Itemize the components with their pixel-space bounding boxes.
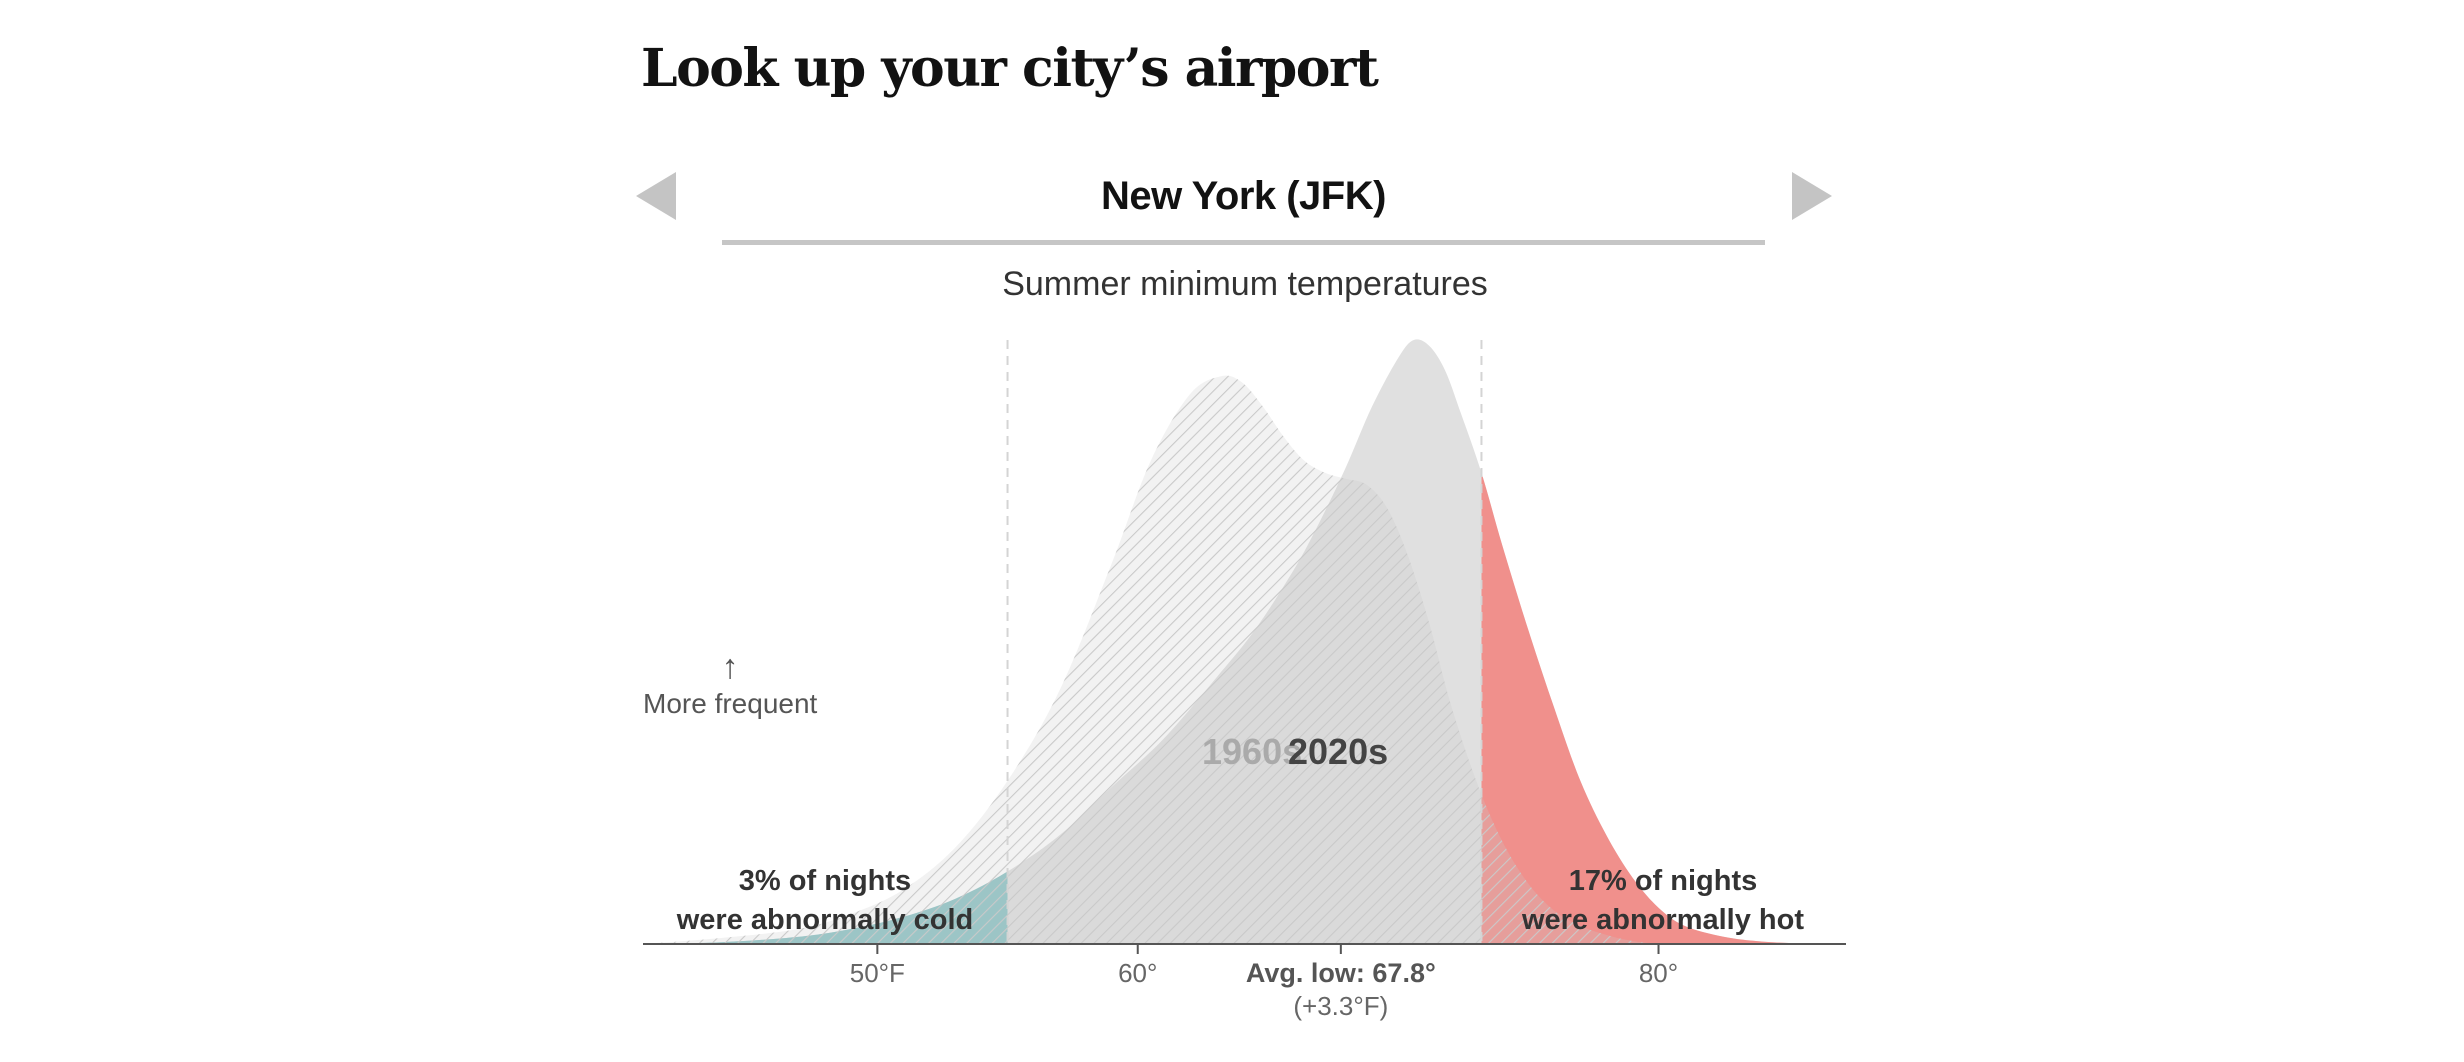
next-city-button[interactable]	[1792, 172, 1832, 220]
series-label-2020s: 2020s	[1288, 731, 1388, 772]
distribution-areas	[643, 339, 1815, 944]
x-tick-label-2: 80°	[1639, 958, 1678, 988]
x-tick-label-1: 60°	[1118, 958, 1157, 988]
series-label-1960s: 1960s	[1202, 731, 1302, 772]
area-hot-tail	[1481, 472, 1815, 944]
average-low-label: Avg. low: 67.8°	[1246, 958, 1436, 988]
previous-city-button[interactable]	[636, 172, 676, 220]
x-tick-label-0: 50°F	[850, 958, 905, 988]
hot-annotation-line1: 17% of nights	[1569, 865, 1758, 897]
cold-annotation-line2: were abnormally cold	[676, 904, 974, 936]
city-selector[interactable]: New York (JFK)	[722, 168, 1765, 245]
x-axis-ticks: 50°F 60° 80°	[850, 944, 1678, 988]
average-change-label: (+3.3°F)	[1293, 991, 1388, 1021]
threshold-lines	[1006, 340, 1483, 944]
hot-annotation-line2: were abnormally hot	[1521, 904, 1804, 936]
y-axis-label: More frequent	[643, 688, 818, 719]
page-heading: Look up your city’s airport	[641, 38, 1379, 99]
y-axis-arrow: ↑	[722, 648, 739, 686]
cold-annotation-line1: 3% of nights	[739, 865, 911, 897]
area-1960s-hatch	[643, 375, 1659, 944]
chart-title: Summer minimum temperatures	[1002, 265, 1488, 303]
